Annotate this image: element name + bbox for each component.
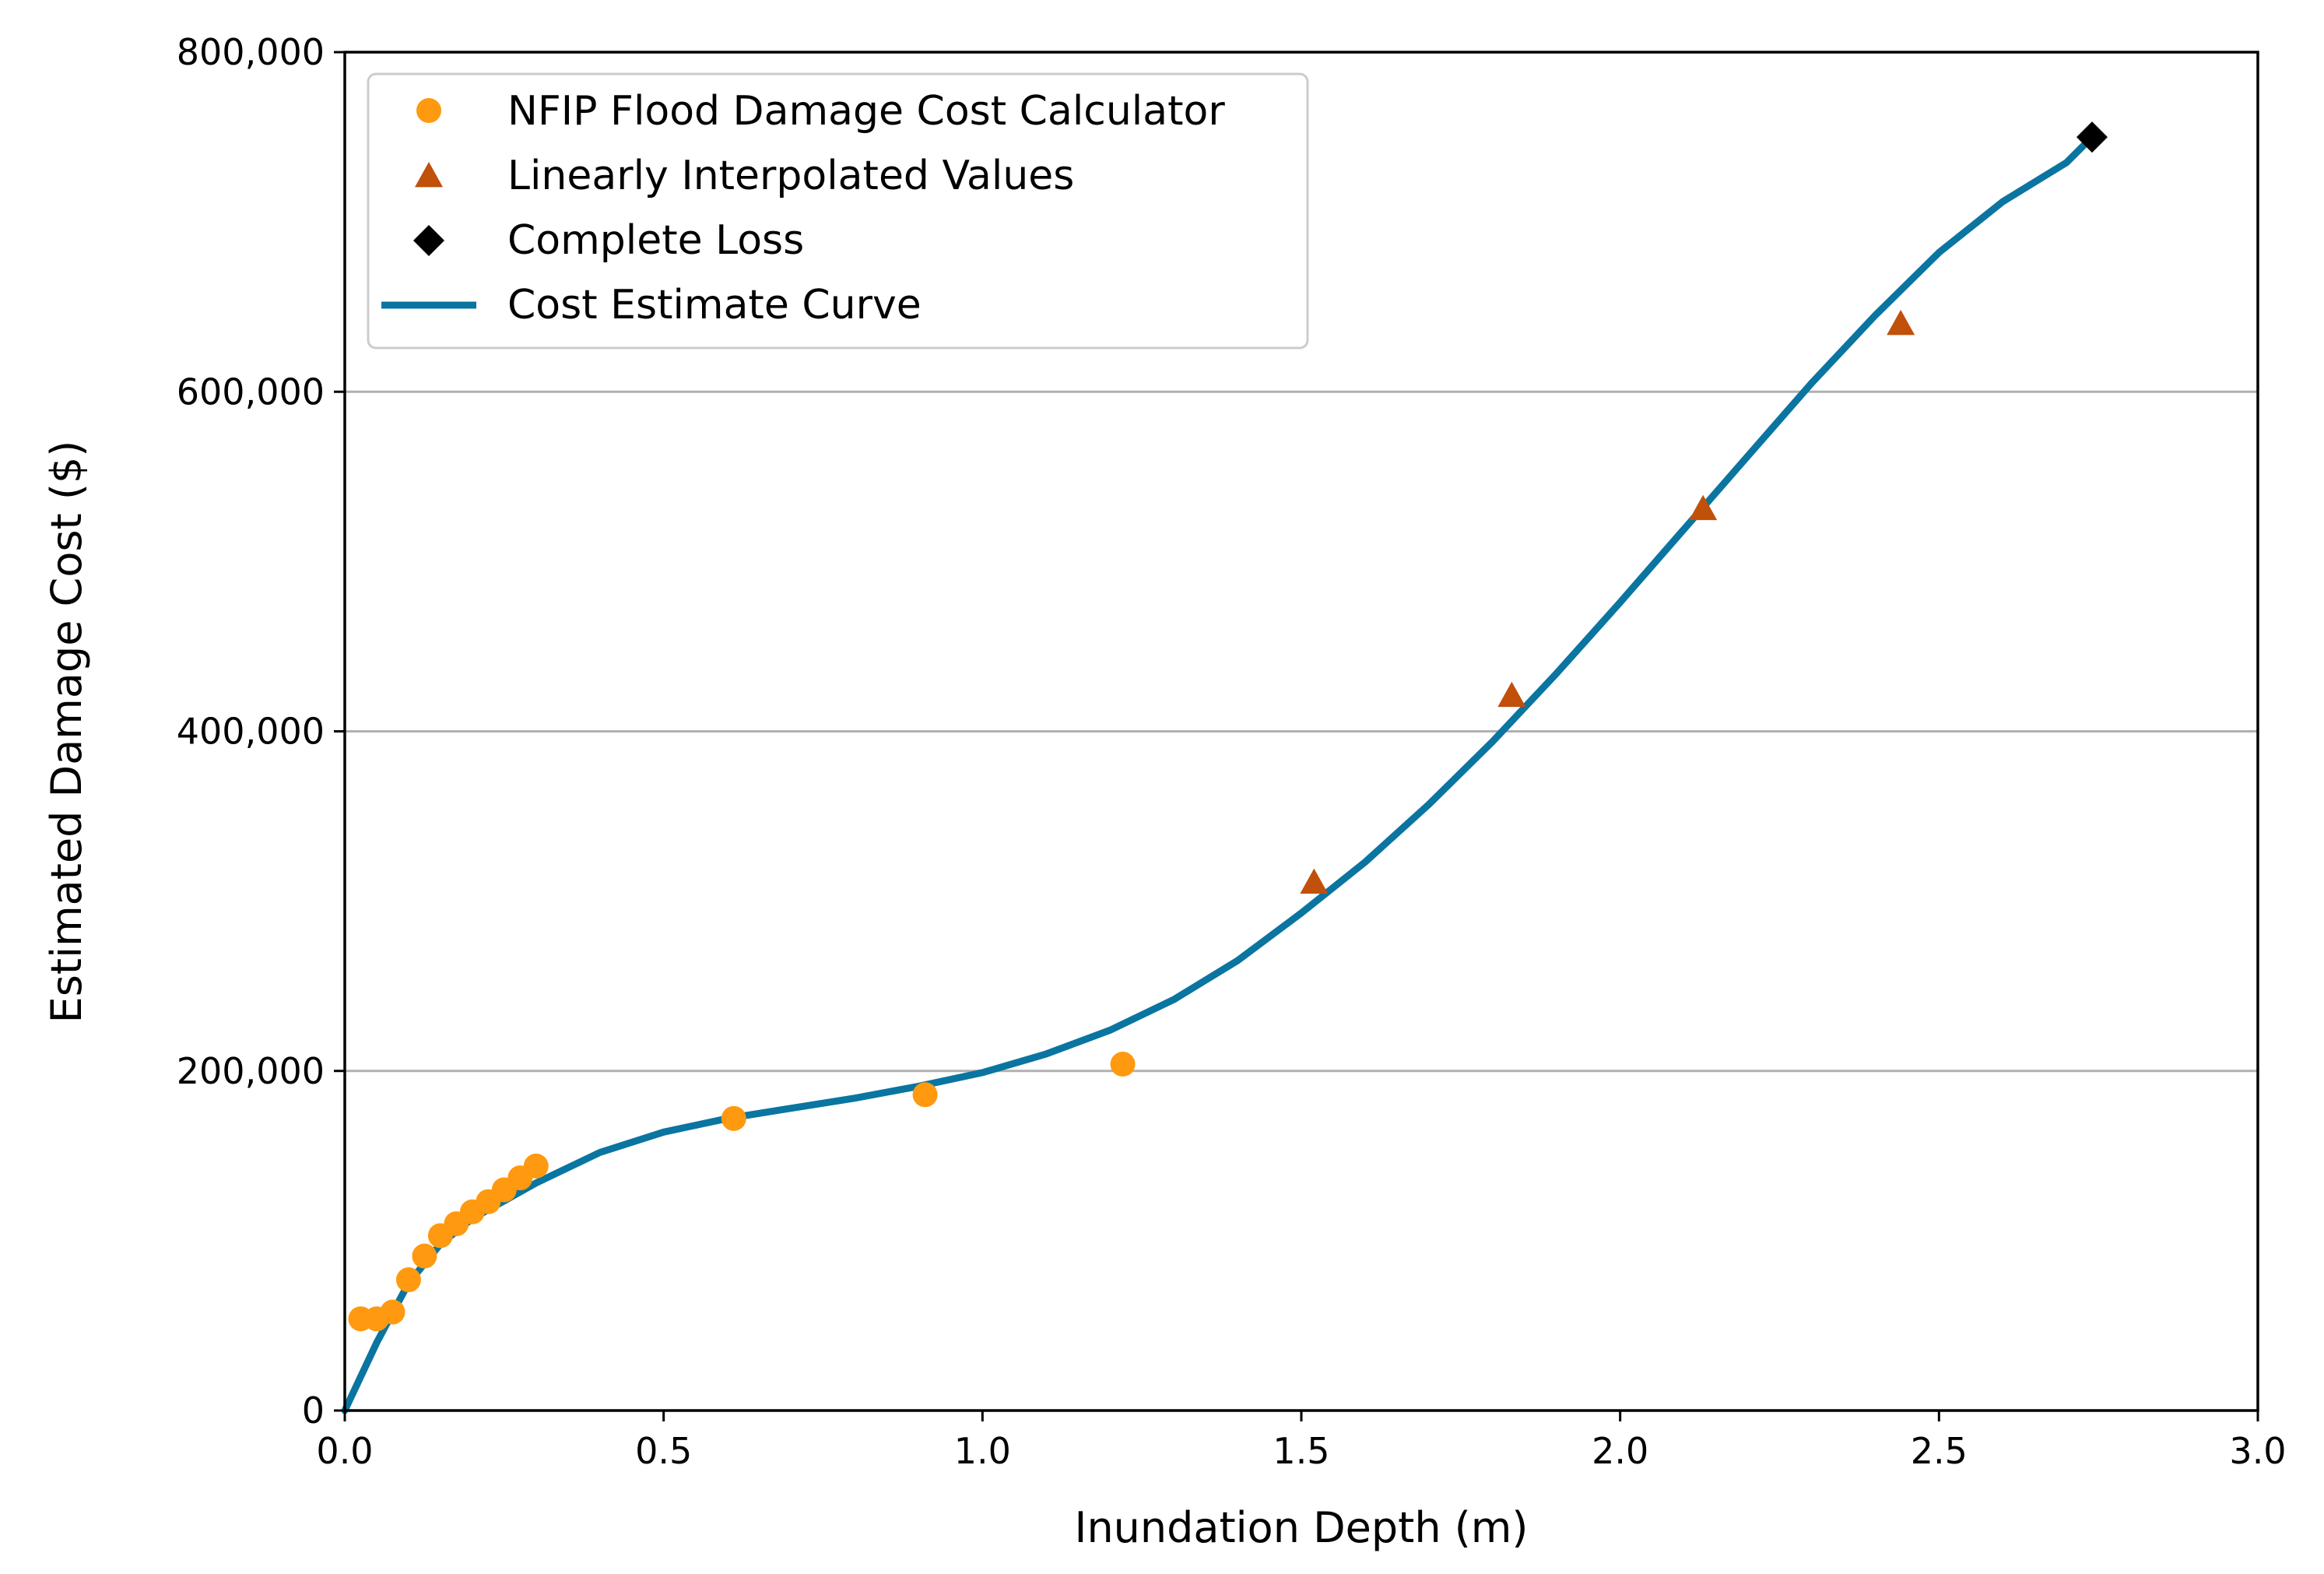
legend-marker-complete [413, 225, 444, 256]
x-axis-label: Inundation Depth (m) [1075, 1503, 1529, 1552]
legend-label-curve: Cost Estimate Curve [507, 282, 922, 329]
cost-estimate-curve [341, 133, 2096, 1414]
y-tick-label-0: 0 [302, 1390, 325, 1432]
grid-layer [345, 390, 2258, 1073]
legend: NFIP Flood Damage Cost Calculator Linear… [367, 72, 1309, 350]
interp-point-0 [1300, 868, 1329, 894]
interp-point-3 [1887, 310, 1915, 336]
nfip-point-12 [721, 1105, 746, 1131]
y-tick-label-1: 200,000 [177, 1050, 325, 1092]
legend-box [367, 72, 1309, 350]
legend-marker-nfip [416, 98, 441, 123]
x-tick-label-0: 0.0 [316, 1430, 373, 1472]
y-tick-label-2: 400,000 [177, 711, 325, 753]
interp-point-2 [1689, 494, 1718, 521]
marker-layer [348, 121, 2108, 1332]
x-tick-label-5: 2.5 [1911, 1430, 1968, 1472]
complete-loss-point-0 [2076, 121, 2108, 153]
nfip-point-11 [523, 1153, 549, 1179]
x-tick-label-1: 0.5 [635, 1430, 692, 1472]
nfip-point-14 [1110, 1052, 1136, 1077]
tick-layer: 0 200,000 400,000 600,000 800,000 0.0 0.5 1.0 1.… [177, 31, 2287, 1472]
nfip-point-3 [395, 1267, 421, 1293]
legend-label-interp: Linearly Interpolated Values [507, 153, 1074, 199]
y-axis-label: Estimated Damage Cost ($) [42, 441, 91, 1024]
y-tick-label-4: 800,000 [177, 31, 325, 73]
x-tick-label-6: 3.0 [2229, 1430, 2286, 1472]
legend-label-nfip: NFIP Flood Damage Cost Calculator [507, 88, 1225, 135]
nfip-point-13 [912, 1082, 938, 1108]
legend-marker-interp [415, 162, 443, 188]
legend-label-complete: Complete Loss [507, 217, 804, 264]
interp-point-1 [1497, 681, 1526, 708]
line-layer [341, 133, 2096, 1414]
x-tick-label-2: 1.0 [954, 1430, 1011, 1472]
nfip-point-4 [412, 1243, 437, 1269]
x-tick-label-4: 2.0 [1592, 1430, 1648, 1472]
y-tick-label-3: 600,000 [177, 371, 325, 413]
x-tick-label-3: 1.5 [1273, 1430, 1329, 1472]
nfip-point-2 [380, 1299, 405, 1325]
